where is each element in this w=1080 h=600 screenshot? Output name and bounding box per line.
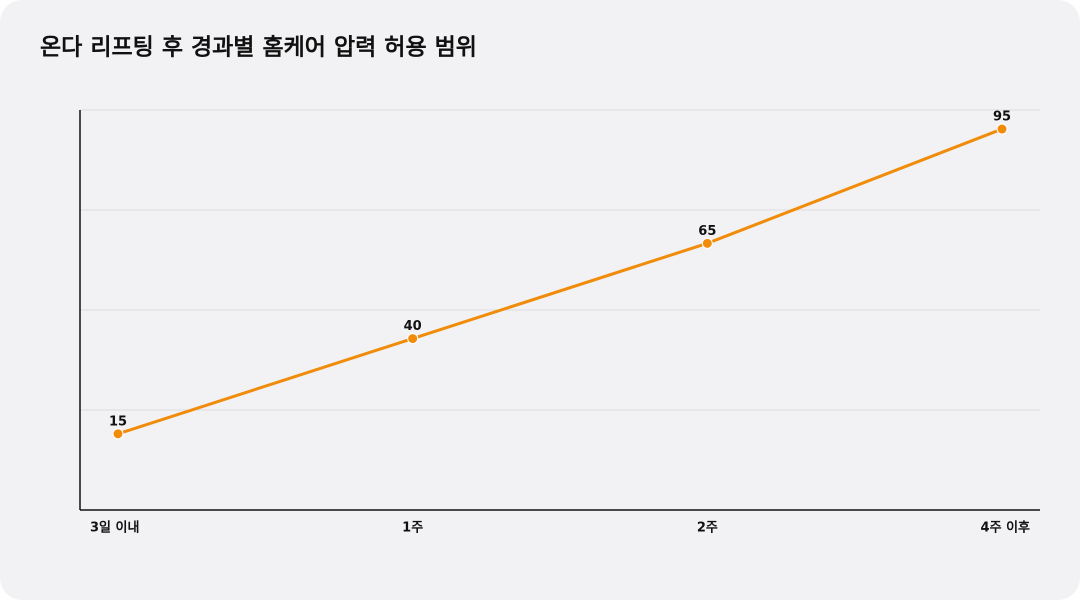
data-label: 95 xyxy=(993,110,1011,125)
data-label: 15 xyxy=(109,414,127,429)
data-label: 65 xyxy=(698,224,716,239)
x-tick-label: 4주 이후 xyxy=(981,520,1030,536)
line xyxy=(117,127,1003,436)
data-label: 40 xyxy=(404,319,422,334)
chart-title: 온다 리프팅 후 경과별 홈케어 압력 허용 범위 xyxy=(40,35,477,61)
point xyxy=(701,237,713,249)
x-tick-label: 1주 xyxy=(402,521,423,536)
point xyxy=(407,333,419,345)
point xyxy=(996,123,1008,135)
x-tick-label: 2주 xyxy=(697,521,718,536)
point xyxy=(112,428,124,440)
x-tick-label: 3일 이내 xyxy=(90,520,139,536)
